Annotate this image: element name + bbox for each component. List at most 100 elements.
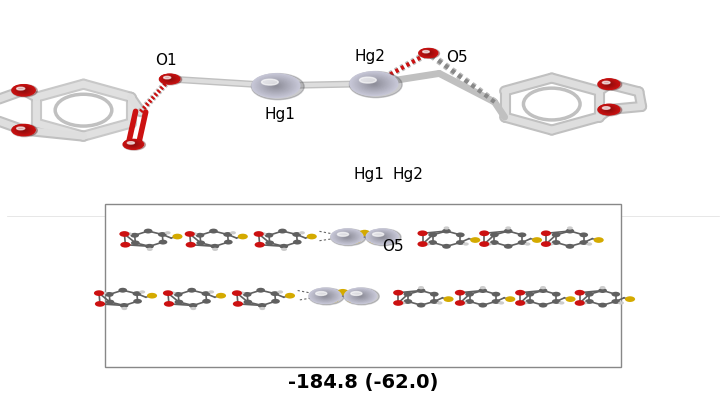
Ellipse shape: [253, 74, 298, 97]
Circle shape: [336, 230, 348, 236]
Ellipse shape: [167, 78, 172, 80]
Ellipse shape: [322, 294, 328, 297]
Circle shape: [280, 244, 288, 249]
Ellipse shape: [368, 81, 380, 86]
Circle shape: [532, 237, 542, 243]
Ellipse shape: [12, 84, 37, 97]
Circle shape: [118, 288, 127, 293]
Ellipse shape: [132, 144, 135, 145]
Ellipse shape: [163, 75, 177, 82]
Ellipse shape: [605, 108, 613, 111]
Ellipse shape: [349, 71, 402, 98]
Ellipse shape: [21, 129, 26, 131]
Ellipse shape: [359, 76, 389, 91]
Ellipse shape: [12, 85, 35, 95]
Circle shape: [428, 240, 437, 245]
Ellipse shape: [605, 107, 613, 112]
Ellipse shape: [127, 142, 139, 147]
Circle shape: [430, 299, 439, 304]
Circle shape: [417, 303, 425, 308]
FancyBboxPatch shape: [105, 204, 621, 367]
Ellipse shape: [129, 142, 138, 146]
Circle shape: [165, 231, 171, 235]
Circle shape: [566, 228, 574, 233]
Ellipse shape: [605, 108, 612, 111]
Circle shape: [567, 226, 573, 230]
Ellipse shape: [266, 81, 285, 91]
Text: -184.8 (-62.0): -184.8 (-62.0): [287, 373, 439, 392]
Ellipse shape: [368, 230, 396, 244]
Text: O1: O1: [155, 53, 177, 68]
Ellipse shape: [603, 107, 614, 112]
Ellipse shape: [338, 233, 348, 236]
Ellipse shape: [167, 78, 173, 80]
Circle shape: [239, 291, 245, 295]
Ellipse shape: [17, 127, 30, 133]
Circle shape: [349, 237, 361, 244]
Ellipse shape: [372, 232, 393, 242]
Ellipse shape: [423, 50, 434, 56]
Circle shape: [552, 240, 560, 245]
Ellipse shape: [309, 288, 344, 305]
Circle shape: [119, 231, 129, 237]
Circle shape: [465, 292, 474, 297]
Circle shape: [261, 232, 266, 235]
Circle shape: [131, 233, 139, 238]
Ellipse shape: [420, 49, 437, 57]
Ellipse shape: [599, 105, 619, 114]
Ellipse shape: [18, 87, 29, 93]
Circle shape: [202, 291, 211, 296]
Circle shape: [463, 242, 469, 246]
Ellipse shape: [331, 229, 363, 244]
Circle shape: [492, 299, 500, 304]
Circle shape: [208, 290, 214, 294]
Ellipse shape: [316, 292, 327, 295]
Circle shape: [359, 289, 371, 295]
Ellipse shape: [346, 236, 348, 237]
Circle shape: [293, 239, 301, 244]
Ellipse shape: [365, 80, 383, 88]
Ellipse shape: [604, 82, 614, 86]
Circle shape: [417, 231, 428, 236]
Ellipse shape: [274, 85, 277, 86]
Circle shape: [94, 290, 104, 296]
Circle shape: [518, 240, 526, 245]
Circle shape: [526, 292, 534, 297]
Ellipse shape: [427, 52, 430, 54]
Ellipse shape: [163, 76, 176, 82]
Ellipse shape: [355, 74, 393, 93]
Ellipse shape: [318, 293, 333, 299]
Ellipse shape: [15, 86, 33, 94]
Ellipse shape: [165, 77, 174, 81]
Ellipse shape: [159, 74, 182, 85]
Ellipse shape: [425, 51, 432, 55]
Ellipse shape: [598, 104, 619, 115]
Ellipse shape: [256, 75, 296, 96]
Ellipse shape: [597, 79, 621, 90]
Circle shape: [212, 248, 218, 251]
Ellipse shape: [23, 129, 25, 131]
Ellipse shape: [602, 106, 616, 113]
Circle shape: [587, 242, 592, 246]
Ellipse shape: [605, 82, 613, 86]
Ellipse shape: [20, 89, 27, 92]
Circle shape: [505, 226, 511, 230]
Circle shape: [540, 286, 546, 289]
Ellipse shape: [342, 234, 352, 239]
Ellipse shape: [356, 294, 364, 298]
Circle shape: [611, 292, 620, 297]
Ellipse shape: [423, 50, 434, 56]
Ellipse shape: [12, 125, 35, 135]
Ellipse shape: [367, 80, 381, 87]
Ellipse shape: [343, 235, 351, 239]
Circle shape: [255, 242, 265, 248]
Ellipse shape: [336, 231, 358, 242]
Ellipse shape: [349, 290, 372, 301]
Circle shape: [492, 292, 500, 297]
Ellipse shape: [346, 288, 375, 303]
Ellipse shape: [340, 233, 354, 240]
Ellipse shape: [375, 233, 389, 240]
Ellipse shape: [372, 83, 375, 84]
Ellipse shape: [380, 235, 385, 238]
Ellipse shape: [128, 142, 139, 147]
